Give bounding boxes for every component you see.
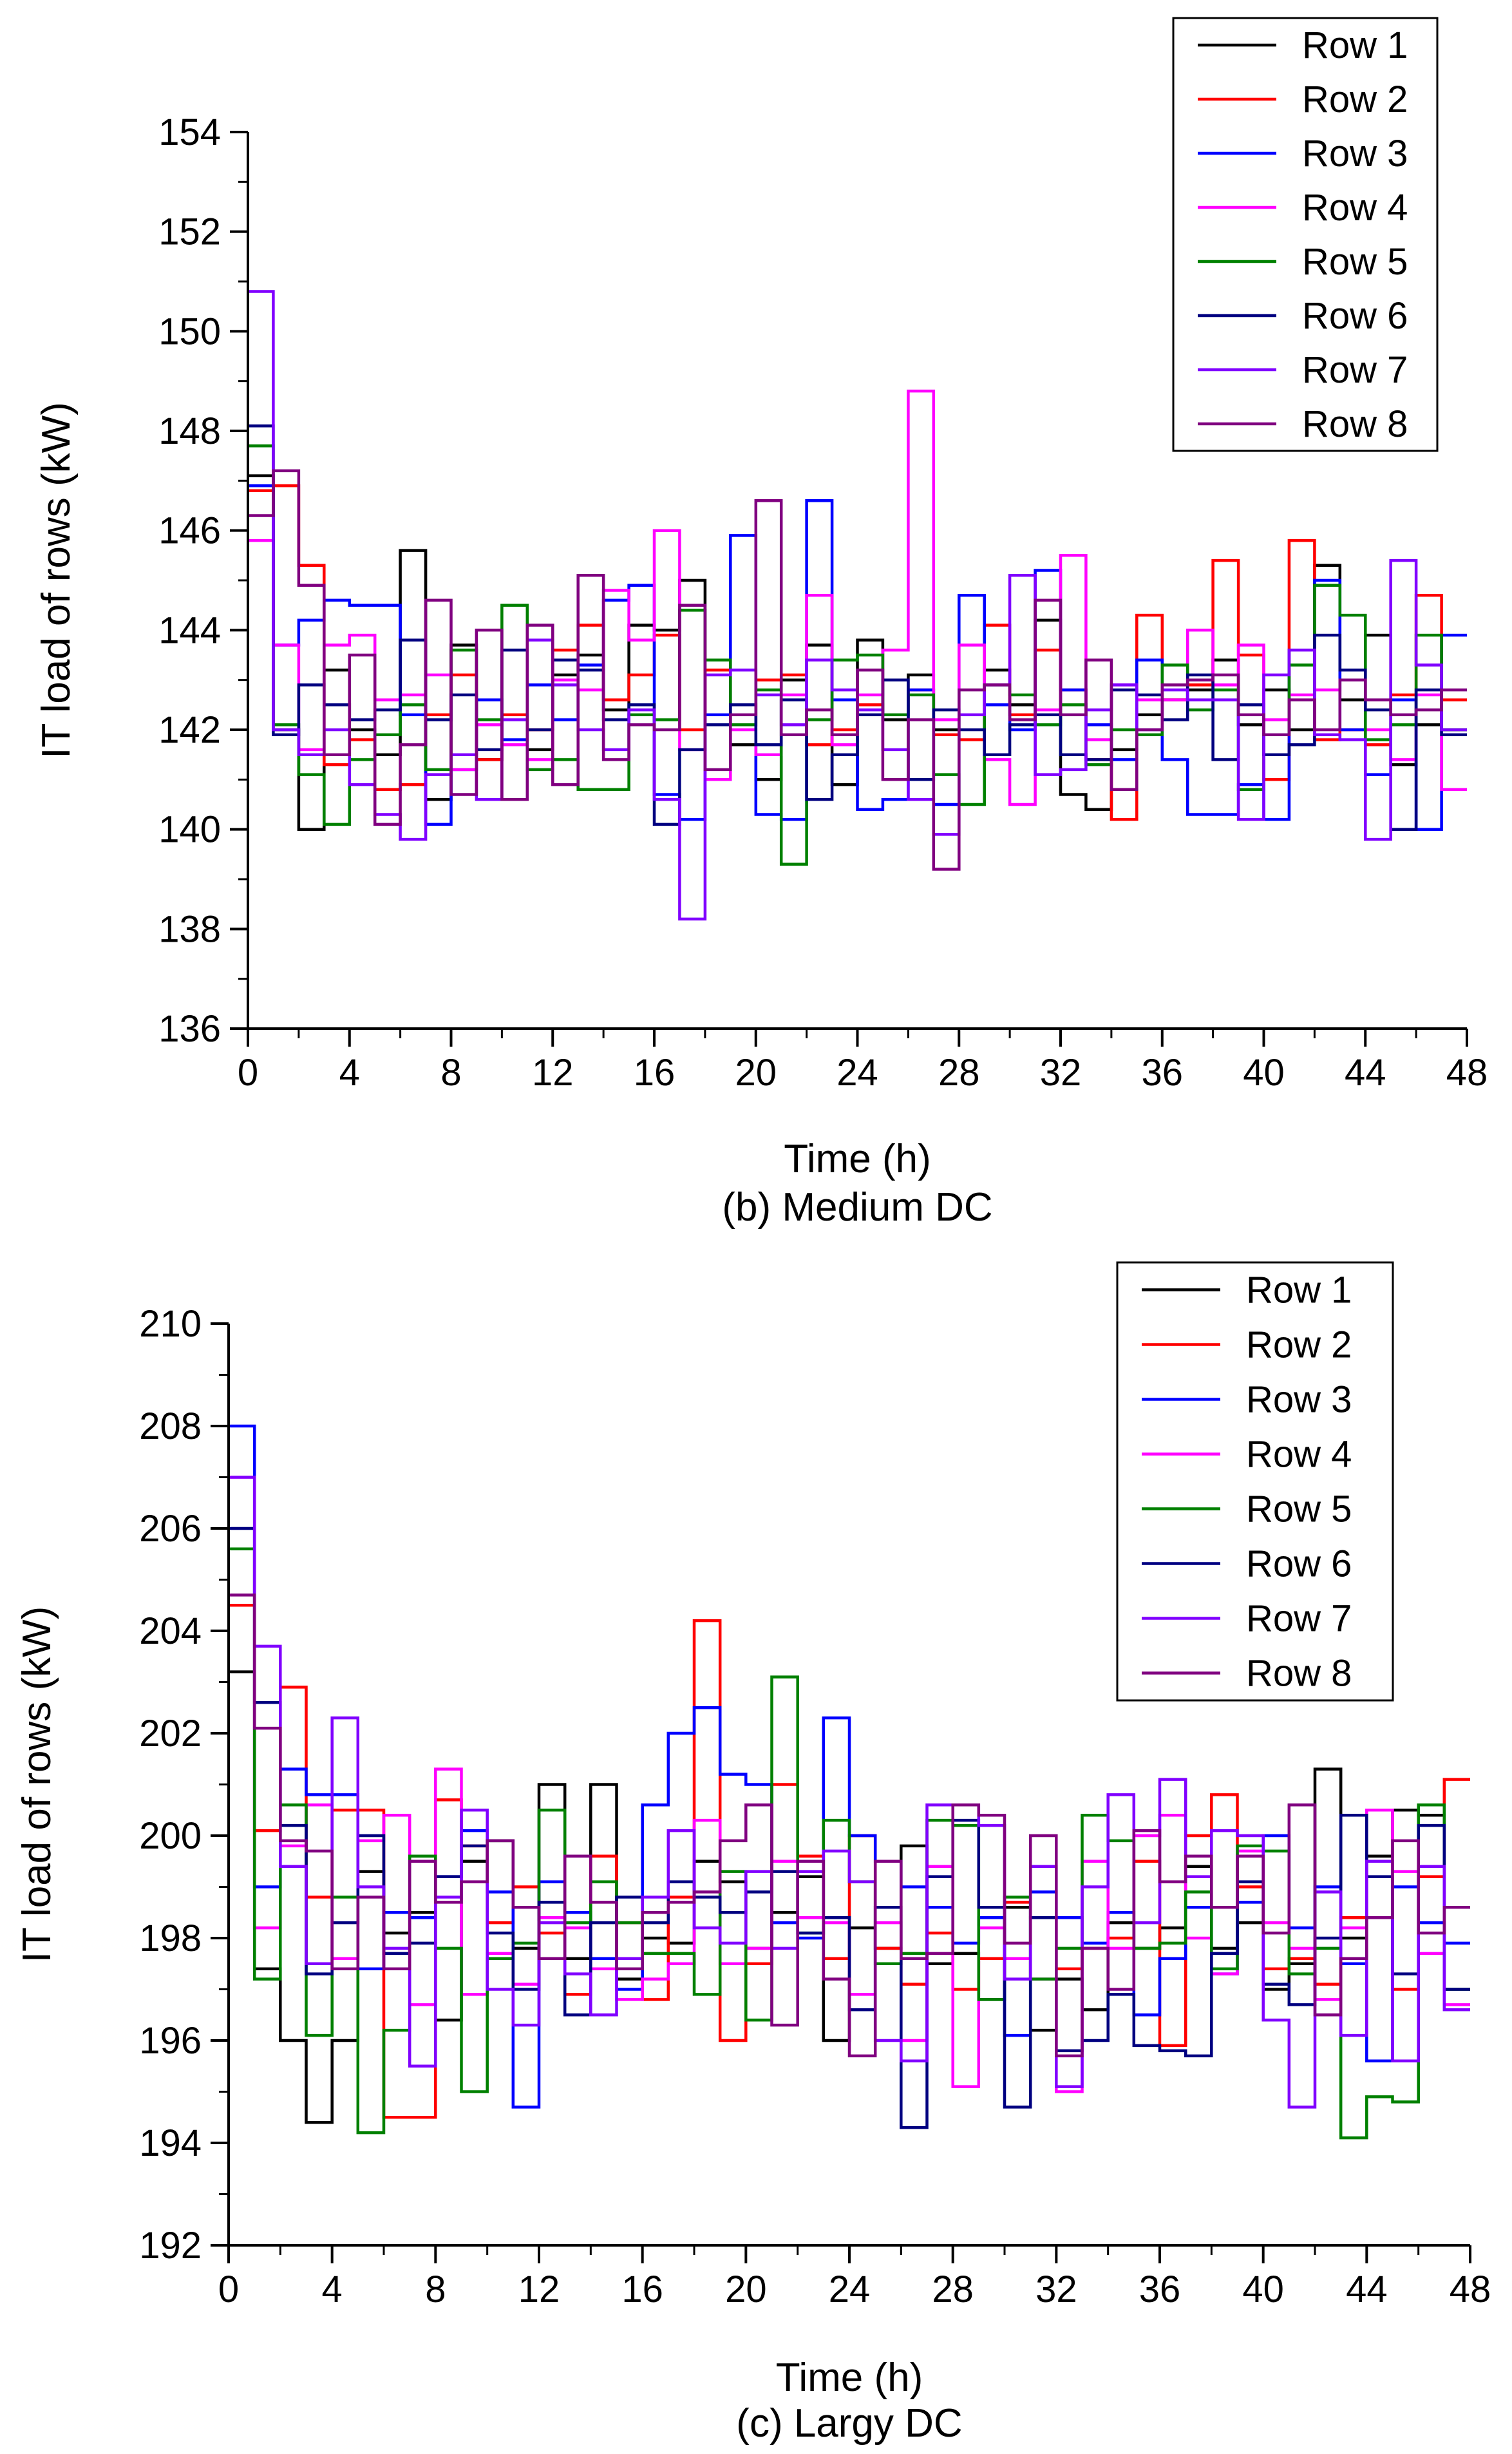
legend-label-row-6: Row 6 [1302, 295, 1408, 337]
x-tick-label: 44 [1346, 2269, 1388, 2310]
y-tick-label: 142 [158, 709, 221, 751]
legend-label-row-4: Row 4 [1246, 1434, 1352, 1476]
y-tick-label: 192 [139, 2225, 202, 2267]
series-group [229, 1424, 1470, 2140]
x-tick-label: 28 [932, 2269, 974, 2310]
x-tick-label: 16 [621, 2269, 663, 2310]
legend-label-row-8: Row 8 [1246, 1653, 1352, 1695]
x-tick-label: 8 [425, 2269, 446, 2310]
legend-label-row-4: Row 4 [1302, 187, 1408, 229]
x-tick-label: 20 [725, 2269, 767, 2310]
legend-label-row-5: Row 5 [1246, 1489, 1352, 1530]
series-group [248, 290, 1467, 921]
y-tick-label: 154 [158, 111, 221, 153]
chart-largy-dc: 0 4 8 12 16 20 24 28 32 36 40 44 4819219419619820020… [15, 1261, 1491, 2446]
x-tick-label: 8 [440, 1052, 461, 1094]
x-axis-title: Time (h) [784, 1137, 931, 1181]
y-tick-label: 136 [158, 1008, 221, 1050]
y-tick-label: 194 [139, 2122, 202, 2164]
x-tick-label: 20 [735, 1052, 777, 1094]
legend-label-row-2: Row 2 [1246, 1324, 1352, 1366]
x-tick-label: 24 [836, 1052, 878, 1094]
y-axis-title: IT load of rows (kW) [15, 1606, 59, 1963]
x-tick-label: 32 [1040, 1052, 1082, 1094]
x-tick-label: 24 [829, 2269, 871, 2310]
x-tick-label: 0 [238, 1052, 258, 1094]
chart-caption: (b) Medium DC [722, 1185, 992, 1230]
y-tick-label: 140 [158, 809, 221, 851]
legend-label-row-1: Row 1 [1246, 1270, 1352, 1311]
x-tick-label: 48 [1446, 1052, 1488, 1094]
legend-label-row-1: Row 1 [1302, 24, 1408, 66]
x-tick-label: 36 [1141, 1052, 1183, 1094]
legend: Row 1 Row 2 Row 3 Row 4 Row 5 Row 6 Row 7 Row 8 [1116, 1261, 1394, 1702]
y-tick-label: 208 [139, 1405, 202, 1447]
legend-label-row-3: Row 3 [1302, 133, 1408, 175]
legend-box [1116, 1261, 1394, 1702]
x-axis-title: Time (h) [776, 2355, 923, 2400]
x-tick-label: 28 [938, 1052, 980, 1094]
x-tick-label: 12 [532, 1052, 574, 1094]
y-tick-label: 198 [139, 1917, 202, 1959]
legend: Row 1 Row 2 Row 3 Row 4 Row 5 Row 6 Row 7 Row 8 [1172, 17, 1439, 452]
legend-label-row-7: Row 7 [1246, 1598, 1352, 1640]
legend-label-row-5: Row 5 [1302, 241, 1408, 283]
x-tick-label: 40 [1242, 2269, 1284, 2310]
y-tick-label: 196 [139, 2020, 202, 2062]
y-tick-label: 200 [139, 1815, 202, 1857]
y-tick-label: 202 [139, 1713, 202, 1755]
legend-label-row-6: Row 6 [1246, 1543, 1352, 1585]
x-tick-label: 16 [634, 1052, 676, 1094]
y-tick-label: 206 [139, 1508, 202, 1550]
y-axis-title: IT load of rows (kW) [34, 402, 79, 759]
y-tick-label: 148 [158, 410, 221, 452]
legend-label-row-7: Row 7 [1302, 349, 1408, 391]
x-tick-label: 36 [1139, 2269, 1181, 2310]
x-tick-label: 12 [518, 2269, 560, 2310]
y-tick-label: 138 [158, 908, 221, 950]
y-tick-label: 146 [158, 510, 221, 552]
x-tick-label: 40 [1243, 1052, 1285, 1094]
legend-label-row-8: Row 8 [1302, 403, 1408, 445]
chart-caption: (c) Largy DC [736, 2401, 962, 2446]
x-tick-label: 44 [1345, 1052, 1386, 1094]
x-tick-label: 0 [218, 2269, 239, 2310]
x-tick-label: 4 [339, 1052, 360, 1094]
x-tick-label: 48 [1450, 2269, 1491, 2310]
y-tick-label: 152 [158, 211, 221, 253]
series-line-row-8 [229, 1593, 1470, 2058]
x-tick-label: 32 [1035, 2269, 1077, 2310]
y-tick-label: 210 [139, 1303, 202, 1345]
legend-label-row-3: Row 3 [1246, 1379, 1352, 1421]
chart-medium-dc: 0 4 8 12 16 20 24 28 32 36 40 44 4813613814014214414… [34, 17, 1488, 1230]
legend-label-row-2: Row 2 [1302, 79, 1408, 120]
y-tick-label: 144 [158, 609, 221, 651]
legend-box [1172, 17, 1439, 452]
series-line-row-8 [248, 469, 1467, 871]
x-tick-label: 4 [322, 2269, 343, 2310]
y-tick-label: 204 [139, 1610, 202, 1652]
y-tick-label: 150 [158, 310, 221, 352]
